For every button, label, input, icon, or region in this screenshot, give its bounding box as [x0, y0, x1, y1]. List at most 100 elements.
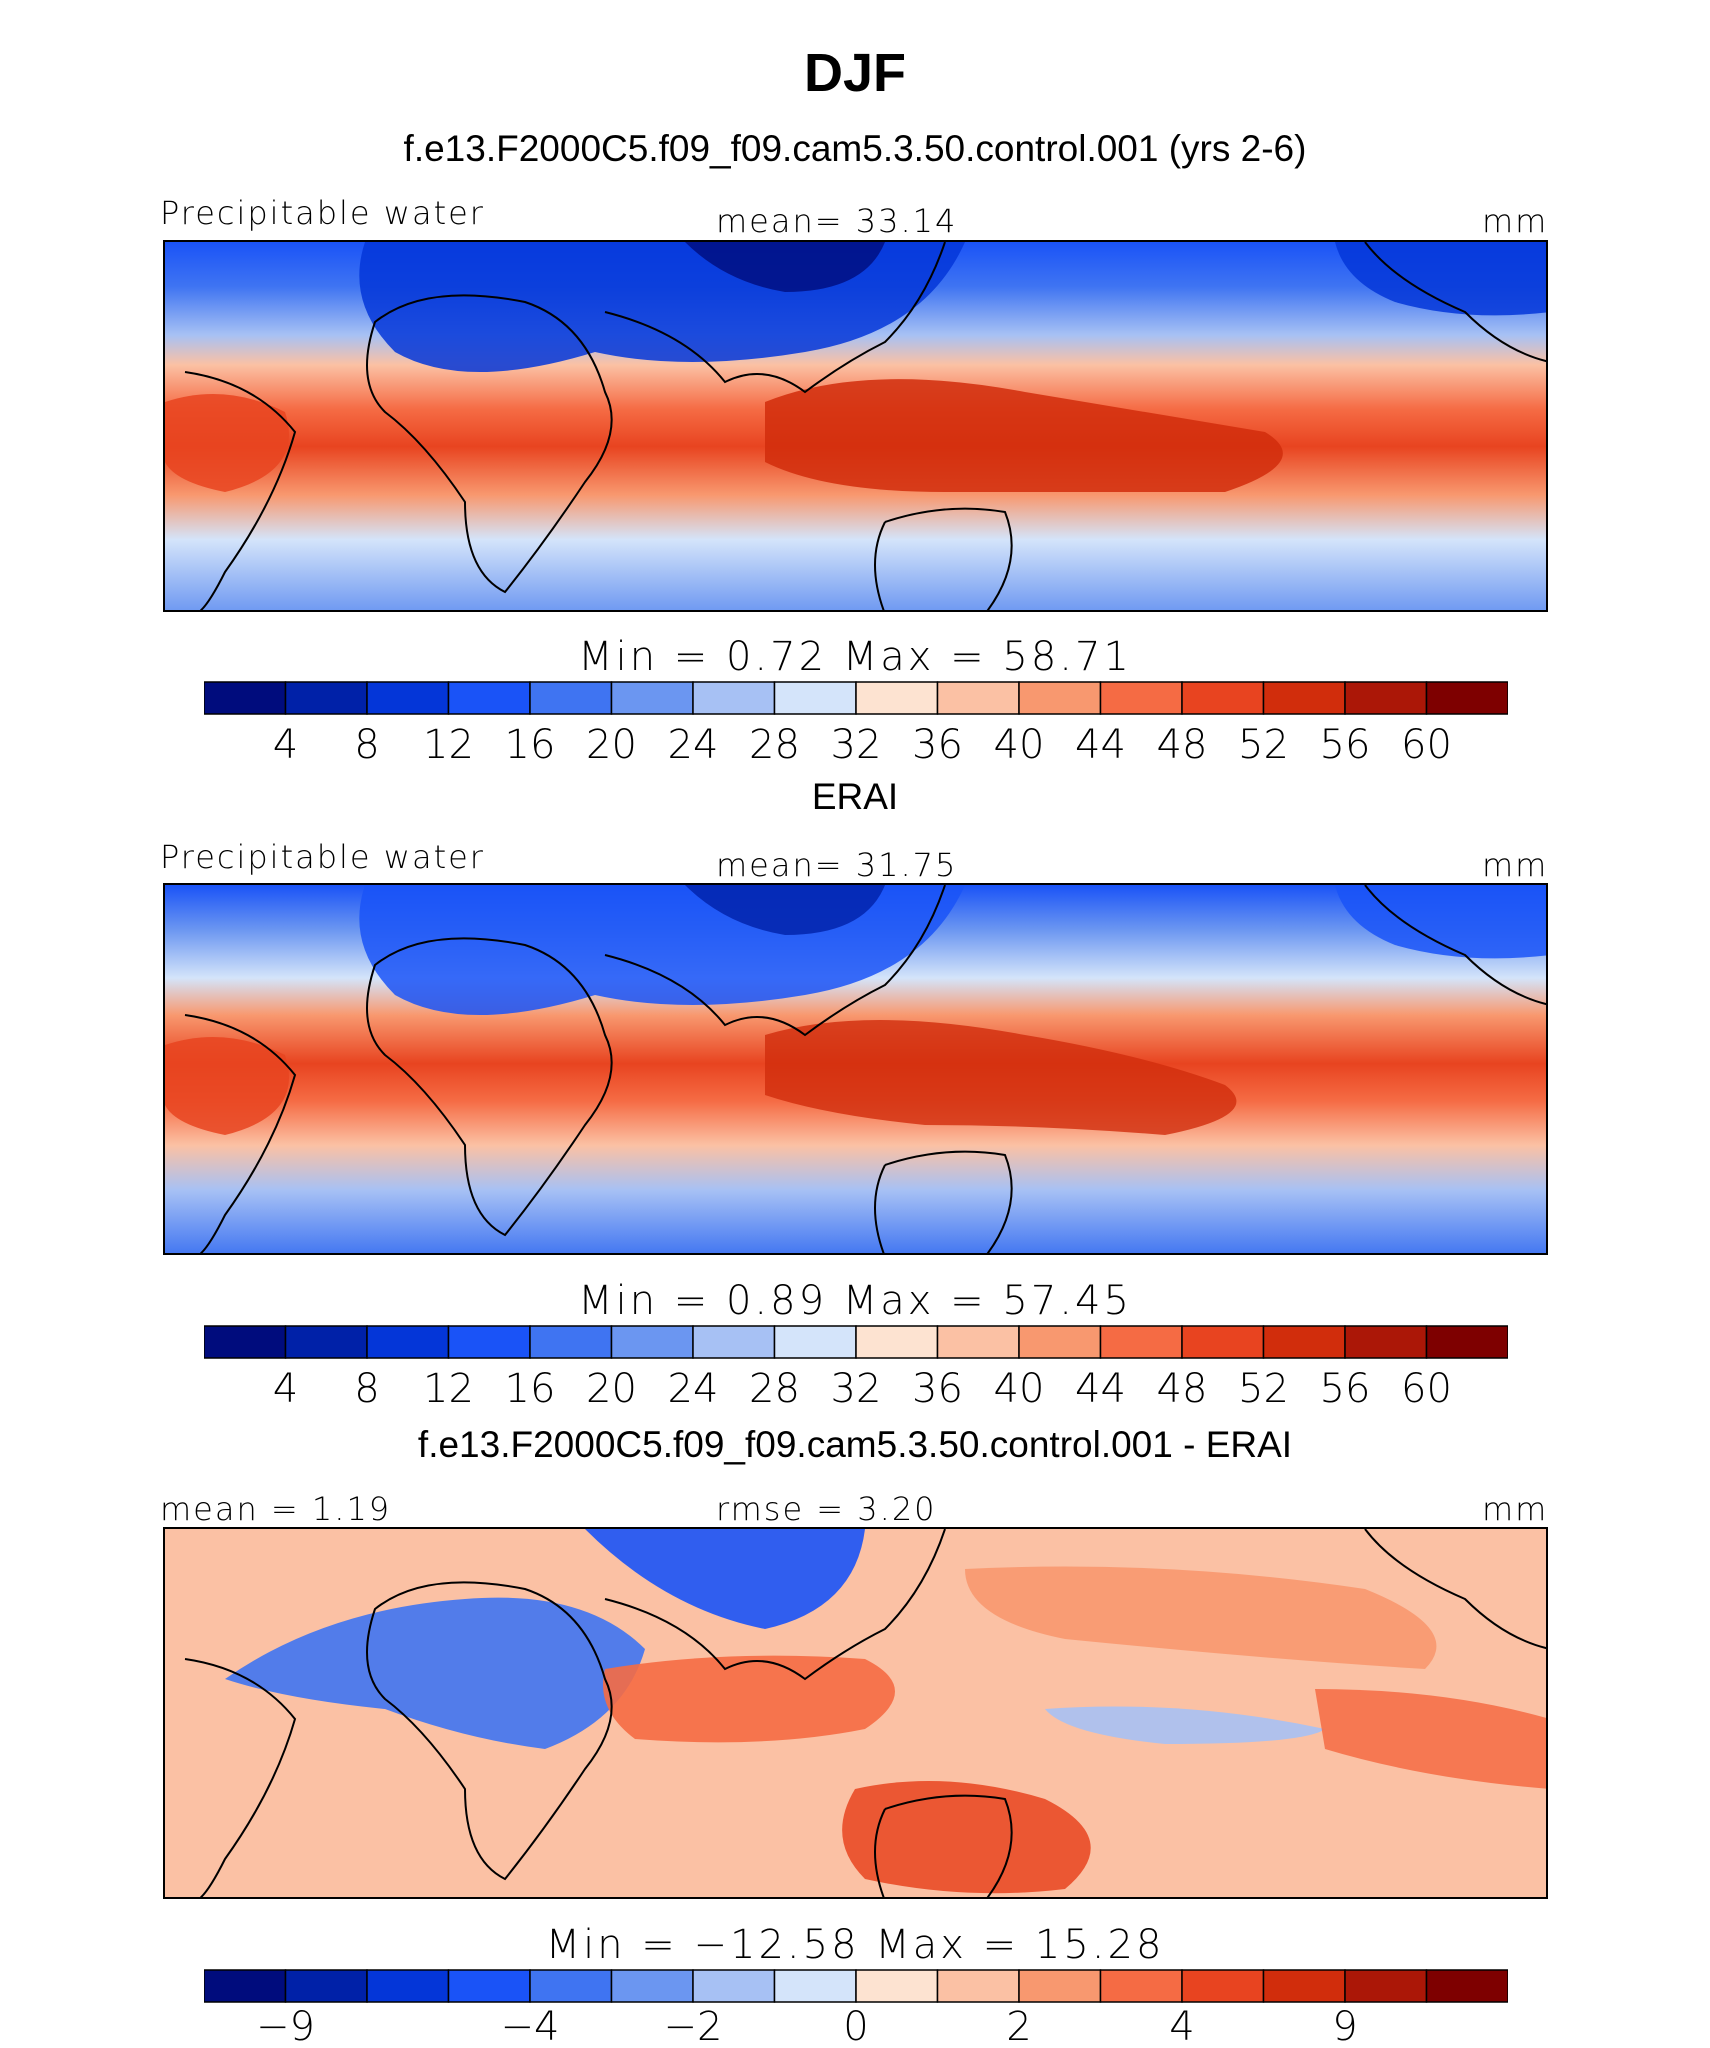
colorbar-tick-label: −2	[663, 2004, 723, 2048]
colorbar-swatch	[773, 1969, 857, 2003]
panel-2-wet-region-warm-pool	[765, 1020, 1237, 1135]
colorbar-tick-label: 44	[1075, 722, 1126, 768]
colorbar-swatch	[1181, 1969, 1265, 2003]
colorbar-svg	[203, 1325, 1509, 1359]
panel-3-mean-label: mean = 1.19	[160, 1490, 392, 1528]
colorbar-tick-label: 40	[993, 1366, 1045, 1412]
colorbar-swatch	[1262, 681, 1346, 715]
colorbar-swatch	[1425, 1325, 1509, 1359]
panel-2-coastline-north-america	[1364, 885, 1546, 1006]
colorbar-swatch	[773, 1325, 857, 1359]
colorbar-tick-label: 4	[1169, 2004, 1195, 2048]
panel-3-coastline-south-america	[184, 1658, 297, 1897]
colorbar-tick-label: 20	[586, 1366, 637, 1412]
panel-1-colorbar-ticks: 4 8 12 16 20 24 28 32 36 40 44 48 52 56 60	[0, 722, 1710, 770]
panel-3-coastline-asia	[604, 1529, 946, 1681]
colorbar-swatch	[203, 1969, 287, 2003]
colorbar-swatch	[1344, 1969, 1428, 2003]
panel-3-positive-region-east-pacific	[1315, 1689, 1546, 1789]
colorbar-swatch	[529, 681, 613, 715]
panel-3-minmax: Min = −12.58 Max = 15.28	[545, 1922, 1165, 1968]
colorbar-swatch	[773, 681, 857, 715]
colorbar-swatch	[447, 681, 531, 715]
colorbar-tick-label: 32	[830, 722, 882, 768]
colorbar-swatch	[936, 1325, 1020, 1359]
colorbar-tick-label: 24	[667, 722, 719, 768]
colorbar-tick-label: 24	[667, 1366, 719, 1412]
panel-1-units-label: mm	[1482, 202, 1549, 240]
panel-1-coastline-africa	[366, 294, 613, 594]
colorbar-tick-label: 16	[504, 1366, 556, 1412]
panel-2-colorbar-ticks: 4 8 12 16 20 24 28 32 36 40 44 48 52 56 60	[0, 1366, 1710, 1414]
colorbar-swatch	[284, 1969, 368, 2003]
colorbar-swatch	[529, 1969, 613, 2003]
colorbar-swatch	[366, 681, 450, 715]
colorbar-swatch	[692, 1969, 776, 2003]
panel-1-colorbar	[203, 681, 1509, 715]
colorbar-swatch	[1018, 1325, 1102, 1359]
panel-3-positive-region-pacific	[965, 1566, 1437, 1669]
colorbar-tick-label: 56	[1319, 1366, 1371, 1412]
colorbar-tick-label: 48	[1156, 722, 1208, 768]
panel-3-colorbar-ticks: −9 −4 −2 0 2 4 9	[0, 2004, 1710, 2048]
panel-1-dry-region-asia	[685, 242, 885, 292]
panel-3-negative-region-arabia	[585, 1529, 865, 1629]
colorbar-tick-label: 4	[272, 1366, 299, 1412]
colorbar-tick-label: 52	[1238, 1366, 1289, 1412]
panel-2-coastline-australia	[874, 1150, 1013, 1253]
panel-1-wet-region-warm-pool	[765, 379, 1283, 492]
colorbar-swatch	[855, 1325, 939, 1359]
colorbar-swatch	[1018, 681, 1102, 715]
colorbar-swatch	[610, 1325, 694, 1359]
panel-1-coastline-south-america	[184, 371, 297, 610]
panel-2-map-svg	[165, 885, 1546, 1253]
colorbar-tick-label: 8	[354, 1366, 380, 1412]
colorbar-tick-label: 28	[749, 722, 800, 768]
panel-3-title: f.e13.F2000C5.f09_f09.cam5.3.50.control.…	[417, 1424, 1293, 1465]
colorbar-tick-label: −4	[500, 2004, 560, 2048]
colorbar-tick-label: 0	[843, 2004, 869, 2048]
colorbar-tick-label: 40	[993, 722, 1045, 768]
colorbar-swatch	[284, 681, 368, 715]
panel-3-negative-region-sahara	[225, 1597, 645, 1749]
colorbar-tick-label: 48	[1156, 1366, 1208, 1412]
panel-3-negative-band-pacific	[1045, 1706, 1325, 1744]
panel-1-map-svg	[165, 242, 1546, 610]
panel-1-minmax: Min = 0.72 Max = 58.71	[578, 634, 1132, 680]
colorbar-tick-label: 2	[1006, 2004, 1032, 2048]
colorbar-tick-label: 20	[586, 722, 637, 768]
colorbar-tick-label: 4	[272, 722, 299, 768]
panel-3-coastline-north-america	[1364, 1529, 1546, 1650]
colorbar-tick-label: 60	[1401, 1366, 1452, 1412]
colorbar-tick-label: 9	[1332, 2004, 1358, 2048]
colorbar-swatch	[610, 1969, 694, 2003]
colorbar-swatch	[203, 681, 287, 715]
colorbar-swatch	[1018, 1969, 1102, 2003]
panel-2-dry-region-asia	[685, 885, 885, 935]
panel-3-units-label: mm	[1482, 1490, 1549, 1528]
panel-1-coastline-north-america	[1364, 242, 1546, 363]
colorbar-tick-label: 32	[830, 1366, 882, 1412]
panel-2-map	[163, 883, 1548, 1255]
colorbar-swatch	[692, 681, 776, 715]
panel-3-map	[163, 1527, 1548, 1899]
colorbar-swatch	[447, 1969, 531, 2003]
colorbar-swatch	[1099, 681, 1183, 715]
colorbar-svg	[203, 681, 1509, 715]
panel-1-variable-label: Precipitable water	[160, 194, 485, 232]
figure-title: DJF	[803, 43, 906, 103]
colorbar-swatch	[1344, 1325, 1428, 1359]
colorbar-swatch	[1099, 1325, 1183, 1359]
colorbar-swatch	[610, 681, 694, 715]
panel-2-dry-region-north-america	[1335, 885, 1546, 959]
panel-3-colorbar	[203, 1969, 1509, 2003]
colorbar-swatch	[366, 1325, 450, 1359]
panel-2-variable-label: Precipitable water	[160, 838, 485, 876]
colorbar-tick-label: 8	[354, 722, 380, 768]
colorbar-swatch	[1262, 1969, 1346, 2003]
colorbar-tick-label: 36	[912, 722, 963, 768]
panel-3-positive-region-indian-ocean	[603, 1655, 895, 1743]
panel-2-wet-region-amazon	[165, 1037, 289, 1135]
panel-2-coastline-asia	[604, 885, 946, 1037]
panel-1-mean-label: mean= 33.14	[716, 202, 958, 240]
